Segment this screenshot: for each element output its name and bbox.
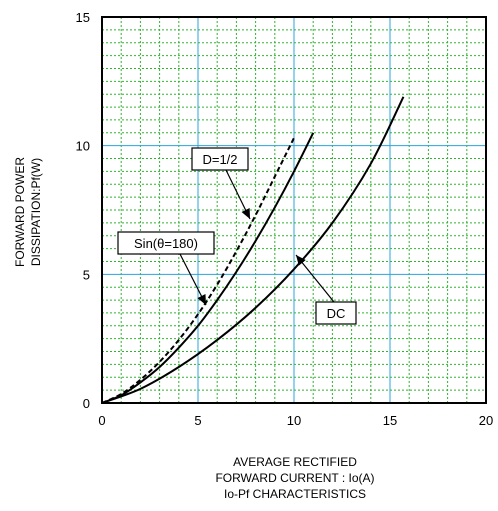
annotation-dc-box — [315, 301, 357, 325]
annotation-dc-arrow — [295, 254, 335, 303]
chart-caption: Io-Pf CHARACTERISTICS — [223, 487, 367, 501]
annotation-dc-text: DC — [327, 306, 346, 321]
annotations: D=1/2 Sin(θ=180) DC — [117, 147, 357, 325]
y-tick-label: 5 — [83, 267, 90, 282]
x-tick-label: 5 — [194, 413, 201, 428]
series-layer — [101, 96, 405, 404]
annotation-sin-180-box — [117, 231, 215, 255]
x-tick-label: 15 — [383, 413, 397, 428]
series-dc-line — [101, 96, 405, 404]
series-d-half-line — [101, 132, 315, 404]
x-tick-label: 0 — [98, 413, 105, 428]
x-tick-label: 20 — [479, 413, 493, 428]
y-tick-label: 0 — [83, 396, 90, 411]
x-axis-label-line-1: AVERAGE RECTIFIED — [233, 455, 357, 469]
annotation-dc-arrowhead — [296, 255, 306, 266]
annotation-d-half-arrowhead — [241, 208, 250, 219]
plot-frame — [101, 16, 487, 404]
annotation-sin-180-text: Sin(θ=180) — [134, 236, 198, 251]
major-grid — [102, 17, 486, 403]
annotation-d-half-box — [191, 147, 249, 171]
annotation-d-half-text: D=1/2 — [202, 152, 237, 167]
series-sin-180-line — [101, 137, 295, 404]
x-axis-label-line-2: FORWARD CURRENT : Io(A) — [215, 471, 375, 485]
y-tick-label: 10 — [76, 139, 90, 154]
y-axis-label-line-2: DISSIPATION:Pf(W) — [29, 157, 43, 267]
y-axis-label-line-1: FORWARD POWER — [13, 157, 27, 267]
annotation-sin-180-arrowhead — [197, 294, 206, 305]
x-tick-label: 10 — [287, 413, 301, 428]
x-axis-label: AVERAGE RECTIFIED FORWARD CURRENT : Io(A… — [150, 454, 440, 502]
tick-labels: 0 5 10 15 20 0 5 10 15 — [76, 10, 494, 428]
y-tick-label: 15 — [76, 10, 90, 25]
